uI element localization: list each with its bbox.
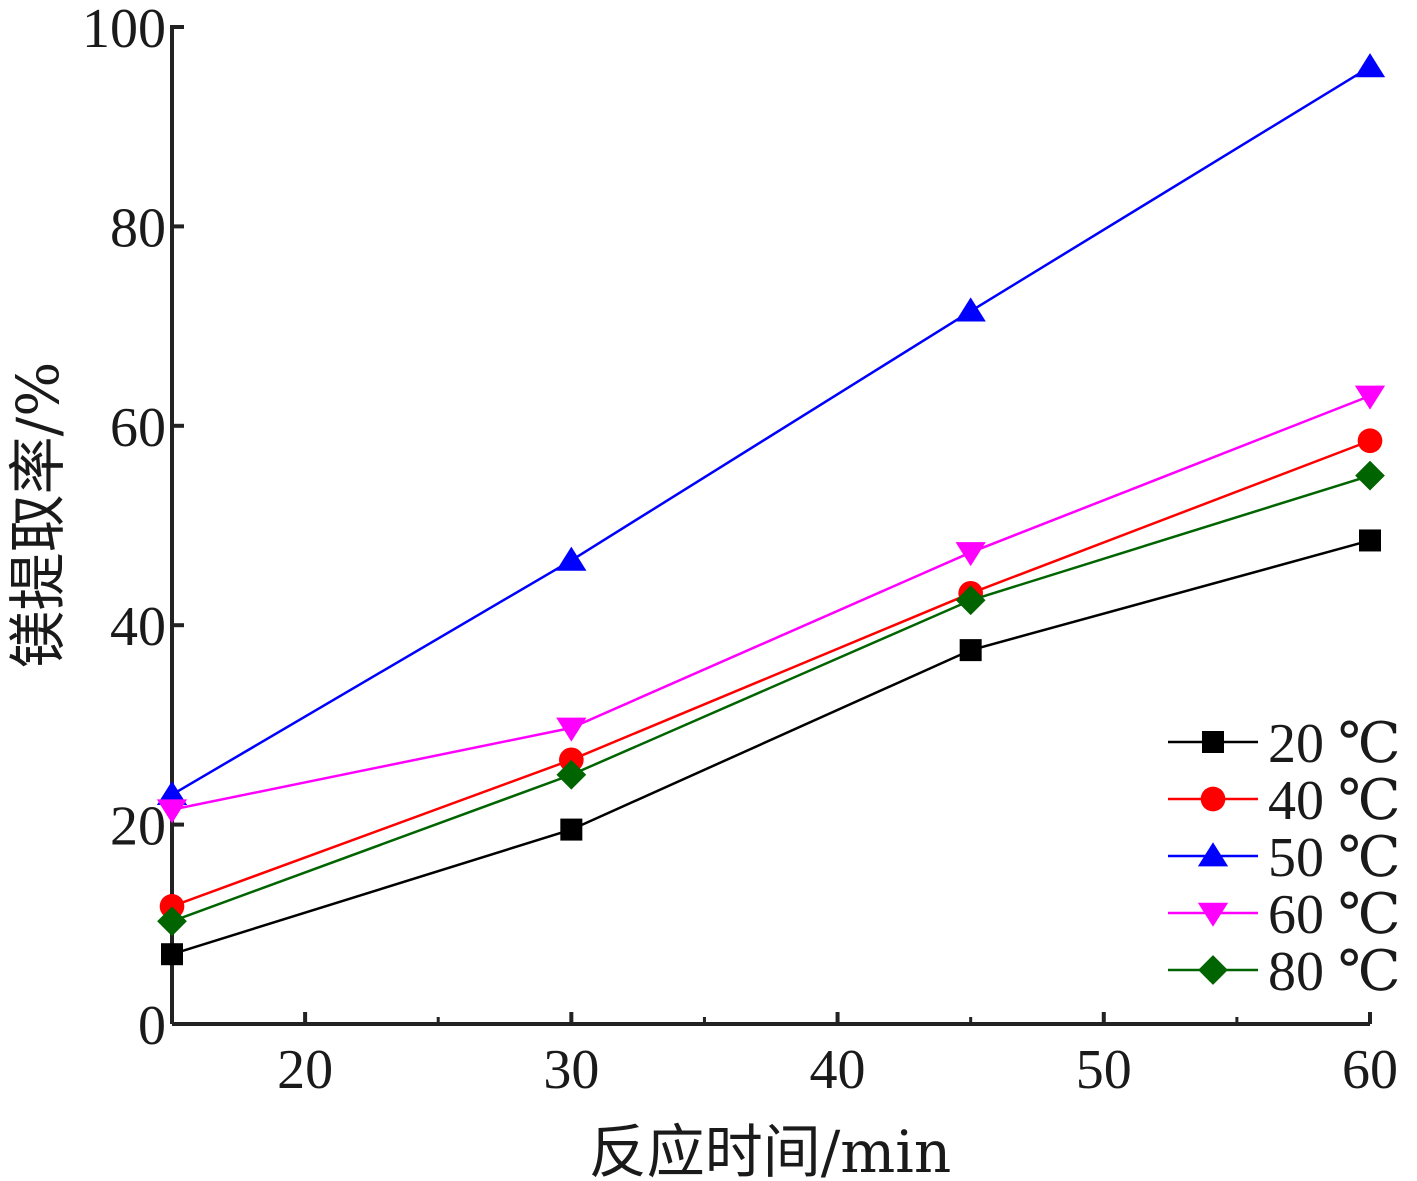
data-point — [560, 818, 583, 841]
y-tick-label: 0 — [138, 995, 166, 1057]
legend-label: 60 ℃ — [1268, 884, 1401, 946]
data-point — [955, 585, 986, 616]
y-tick-label: 40 — [110, 596, 166, 658]
data-point — [1354, 385, 1386, 410]
series-line — [171, 474, 1371, 923]
legend-label: 40 ℃ — [1268, 770, 1401, 832]
legend-item: 40 ℃ — [1168, 770, 1401, 832]
axes — [170, 25, 1370, 1026]
y-ticks: 0 20 40 60 80 100 — [82, 0, 184, 1057]
legend-marker — [1197, 842, 1229, 867]
y-tick-label: 100 — [82, 0, 166, 60]
series-1 — [161, 529, 1381, 966]
legend-item: 80 ℃ — [1168, 941, 1401, 1003]
data-point — [559, 747, 584, 773]
data-point — [156, 799, 188, 824]
legend-item: 60 ℃ — [1168, 884, 1401, 946]
data-point — [556, 759, 587, 790]
series-line — [171, 65, 1371, 796]
data-point — [959, 639, 982, 662]
data-point — [1357, 428, 1383, 454]
data-point — [556, 546, 587, 571]
series-line — [171, 539, 1371, 956]
y-axis-title: 镁提取率/% — [4, 362, 72, 669]
x-tick-label: 50 — [1076, 1039, 1132, 1101]
series-2 — [159, 428, 1383, 919]
legend: 20 ℃40 ℃50 ℃60 ℃80 ℃ — [1168, 713, 1401, 1003]
data-point — [556, 717, 587, 742]
series-5 — [157, 460, 1385, 937]
series-line — [171, 439, 1371, 908]
x-ticks: 20 30 40 50 60 — [277, 1012, 1398, 1101]
legend-marker — [1200, 786, 1226, 812]
x-axis-title: 反应时间/min — [589, 1118, 951, 1181]
data-point — [156, 780, 188, 806]
data-point — [159, 894, 185, 919]
series-layer — [156, 53, 1386, 966]
y-tick-label: 20 — [110, 796, 166, 858]
x-tick-label: 30 — [543, 1039, 599, 1101]
x-tick-label: 40 — [810, 1039, 866, 1101]
legend-label: 20 ℃ — [1268, 713, 1401, 775]
x-tick-label: 20 — [277, 1039, 333, 1101]
legend-item: 20 ℃ — [1168, 713, 1401, 775]
data-point — [161, 943, 183, 966]
x-tick-label: 60 — [1342, 1039, 1398, 1101]
data-point — [1355, 460, 1385, 491]
series-line — [171, 394, 1371, 811]
legend-label: 80 ℃ — [1268, 941, 1401, 1003]
data-point — [157, 906, 187, 937]
series-3 — [156, 53, 1386, 806]
legend-marker — [1202, 731, 1224, 753]
data-point — [955, 297, 986, 322]
legend-item: 50 ℃ — [1168, 827, 1401, 889]
legend-marker — [1197, 902, 1229, 927]
data-point — [1359, 529, 1381, 552]
data-point — [1354, 53, 1386, 78]
y-tick-label: 80 — [110, 197, 166, 259]
series-4 — [156, 385, 1386, 824]
legend-marker — [1198, 955, 1228, 985]
legend-label: 50 ℃ — [1268, 827, 1401, 889]
data-point — [955, 542, 986, 567]
y-tick-label: 60 — [110, 397, 166, 459]
